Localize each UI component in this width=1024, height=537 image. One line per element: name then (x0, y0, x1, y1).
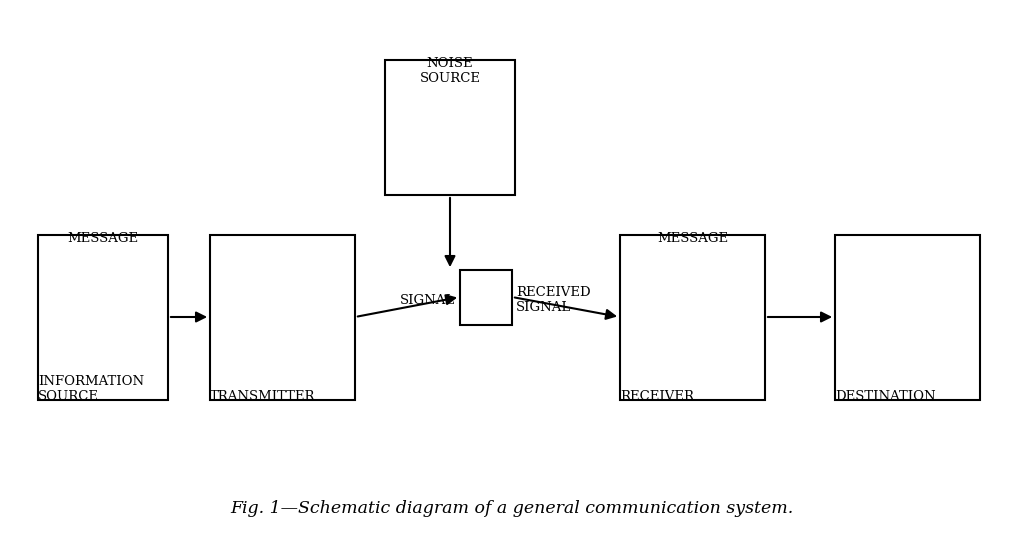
Bar (460, 270, 512, 325)
Text: DESTINATION: DESTINATION (835, 390, 936, 403)
Text: MESSAGE: MESSAGE (657, 232, 728, 245)
Text: NOISE
SOURCE: NOISE SOURCE (420, 57, 480, 85)
Bar (620, 235, 765, 400)
Text: RECEIVED
SIGNAL: RECEIVED SIGNAL (516, 286, 591, 314)
Text: RECEIVER: RECEIVER (620, 390, 694, 403)
Text: Fig. 1—Schematic diagram of a general communication system.: Fig. 1—Schematic diagram of a general co… (230, 500, 794, 517)
Bar (210, 235, 355, 400)
Text: TRANSMITTER: TRANSMITTER (210, 390, 315, 403)
Text: INFORMATION
SOURCE: INFORMATION SOURCE (38, 375, 144, 403)
Bar (38, 235, 168, 400)
Bar (835, 235, 980, 400)
Bar (385, 60, 515, 195)
Text: SIGNAL: SIGNAL (399, 294, 455, 307)
Text: MESSAGE: MESSAGE (68, 232, 138, 245)
